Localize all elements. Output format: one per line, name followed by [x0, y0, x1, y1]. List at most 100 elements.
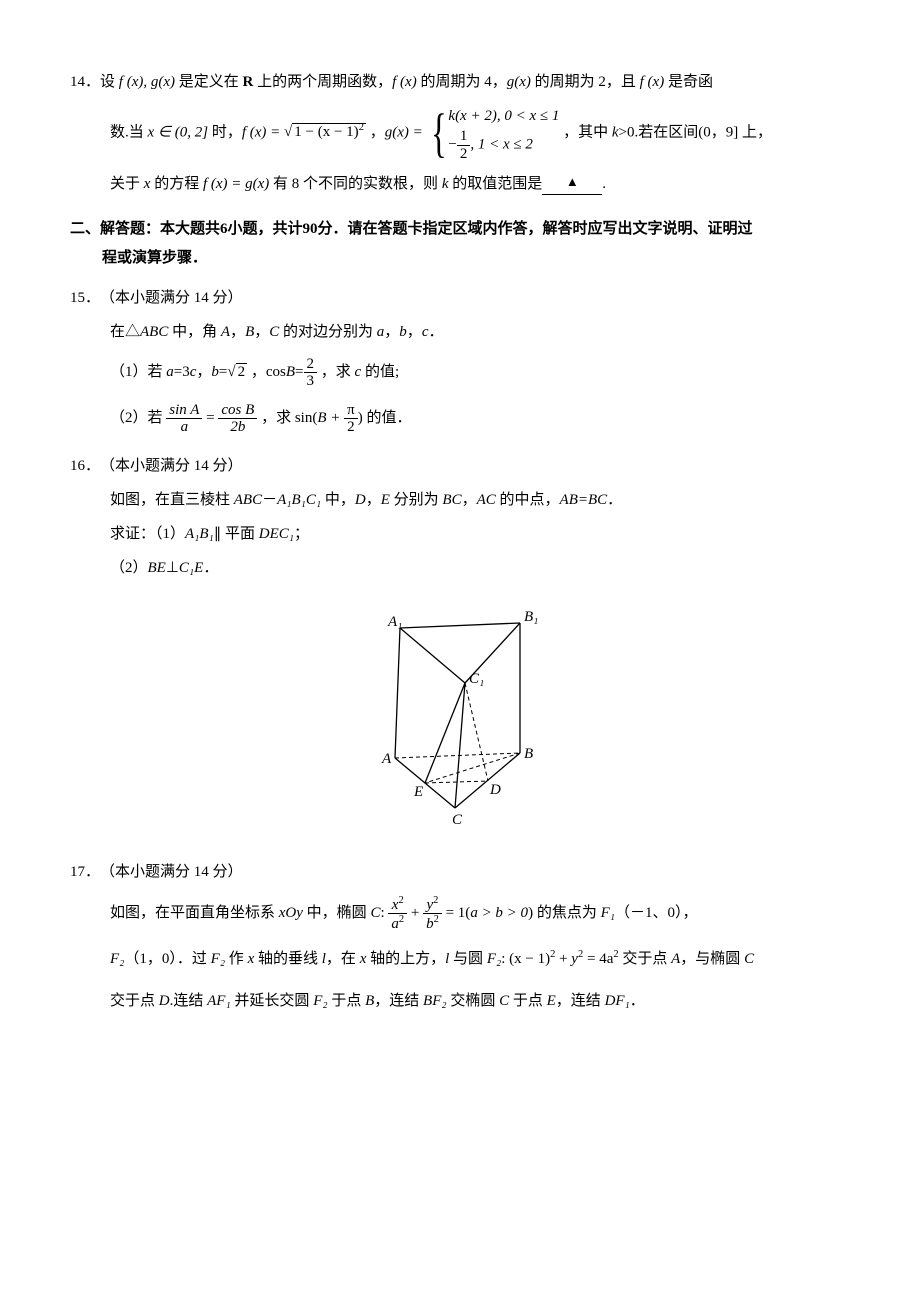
q15-head: 15．（本小题满分 14 分）	[70, 286, 850, 310]
txt: ，	[366, 492, 381, 508]
math: AC	[477, 492, 496, 508]
math: 4a	[599, 951, 613, 967]
txt: ，在	[326, 951, 360, 967]
txt: （本小题满分 14 分）	[100, 290, 243, 306]
prism-diagram: A₁ B₁ C₁ A B C D E	[360, 598, 560, 828]
question-17: 17．（本小题满分 14 分） 如图，在平面直角坐标系 xOy 中，椭圆 C: …	[70, 860, 850, 1016]
txt: 设	[100, 74, 119, 90]
den: 2	[457, 145, 471, 163]
math: =	[295, 364, 303, 380]
q15-number: 15．	[70, 286, 100, 310]
math: BC	[442, 492, 461, 508]
txt: 求证：（1）	[110, 526, 185, 542]
txt: 有 8 个不同的实数根，则	[269, 176, 442, 192]
txt: ，与椭圆	[680, 951, 744, 967]
perp-icon: ⊥	[166, 560, 179, 576]
math: F₂	[487, 951, 501, 967]
math: y	[571, 951, 578, 967]
txt: －	[262, 492, 277, 508]
frac: π2	[344, 402, 358, 436]
label-B1: B₁	[524, 609, 538, 625]
sup: 2	[434, 914, 439, 925]
math: f (x), g(x)	[119, 74, 175, 90]
math: BE	[148, 560, 166, 576]
q17-p1: 如图，在平面直角坐标系 xOy 中，椭圆 C: x2a2 + y2b2 = 1(…	[70, 894, 850, 933]
sup: 2	[398, 895, 403, 906]
question-15: 15．（本小题满分 14 分） 在△ABC 中，角 A，B，C 的对边分别为 a…	[70, 286, 850, 436]
answer-blank[interactable]: ▲	[542, 170, 602, 195]
math: D	[355, 492, 366, 508]
math: sin(	[295, 410, 318, 426]
math: g(x) =	[385, 124, 427, 140]
txt: 轴的上方，	[366, 951, 445, 967]
txt: ，	[196, 364, 211, 380]
math: D	[159, 993, 170, 1009]
txt: 交椭圆	[447, 993, 500, 1009]
math: F₁	[601, 905, 615, 921]
den: 3	[304, 372, 318, 390]
math: = 1(	[442, 905, 470, 921]
math: 2	[236, 363, 248, 380]
math: C₁E	[179, 560, 203, 576]
txt: ，	[462, 492, 477, 508]
txt: ，	[366, 124, 385, 140]
math: −	[448, 136, 456, 152]
num: cos B	[218, 402, 257, 419]
num: sin A	[166, 402, 202, 419]
label-C: C	[452, 812, 463, 828]
math: E	[381, 492, 390, 508]
txt: 如图，在直三棱柱	[110, 492, 234, 508]
label-C1: C₁	[469, 671, 484, 687]
txt: 与圆	[449, 951, 487, 967]
txt: :	[380, 905, 388, 921]
math: b	[426, 916, 434, 932]
math: a	[166, 364, 174, 380]
txt: ；	[294, 526, 309, 542]
txt: 在△	[110, 324, 140, 340]
math: C	[499, 993, 509, 1009]
eq: =	[202, 410, 218, 426]
math: F₂	[110, 951, 124, 967]
math: f (x) =	[242, 124, 284, 140]
q16-p3: （2）BE⊥C₁E．	[70, 556, 850, 580]
txt: 的值;	[361, 364, 399, 380]
txt: 的对边分别为	[279, 324, 377, 340]
txt: 轴的垂线	[254, 951, 322, 967]
math: F₂	[211, 951, 225, 967]
math: k(x + 2), 0 < x ≤ 1	[448, 108, 559, 124]
q16-number: 16．	[70, 454, 100, 478]
q17-p2: F₂（1，0）．过 F₂ 作 x 轴的垂线 l，在 x 轴的上方，l 与圆 F₂…	[70, 943, 850, 976]
math: =	[219, 364, 227, 380]
q14-number: 14．	[70, 70, 100, 94]
math: b	[399, 324, 407, 340]
txt: >0.若在区间(0，9] 上，	[619, 124, 772, 140]
txt: 的焦点为	[537, 905, 601, 921]
question-14: 14．设 f (x), g(x) 是定义在 R 上的两个周期函数，f (x) 的…	[70, 70, 850, 197]
txt: 是奇函	[664, 74, 713, 90]
txt: （－1、0），	[615, 905, 698, 921]
txt: 作	[225, 951, 248, 967]
txt: 二、解答题：本大题共6小题，共计90分．请在答题卡指定区域内作答，解答时应写出文…	[70, 221, 753, 237]
txt: 分别为	[390, 492, 443, 508]
txt: 数.当	[110, 124, 148, 140]
label-E: E	[413, 784, 423, 800]
txt: ．	[630, 993, 645, 1009]
txt: ，连结	[374, 993, 423, 1009]
math: g(x)	[507, 74, 531, 90]
math: +	[407, 905, 423, 921]
math: A₁B₁C₁	[277, 492, 321, 508]
q14-line2: 数.当 x ∈ (0, 2] 时，f (x) = 1 − (x − 1)2 ，g…	[70, 104, 850, 162]
math: A	[671, 951, 680, 967]
label-A1: A₁	[387, 614, 402, 630]
den: a	[166, 418, 202, 436]
sqrt: 2	[227, 354, 247, 390]
q14-line1: 14．设 f (x), g(x) 是定义在 R 上的两个周期函数，f (x) 的…	[70, 70, 850, 94]
txt: 交于点	[110, 993, 159, 1009]
math: k	[612, 124, 619, 140]
txt: ．	[428, 324, 443, 340]
section-2-header: 二、解答题：本大题共6小题，共计90分．请在答题卡指定区域内作答，解答时应写出文…	[70, 215, 850, 272]
math: A₁B₁	[185, 526, 214, 542]
txt: ，cos	[247, 364, 286, 380]
txt: ，求	[257, 410, 295, 426]
math: , 1 < x ≤ 2	[470, 136, 533, 152]
